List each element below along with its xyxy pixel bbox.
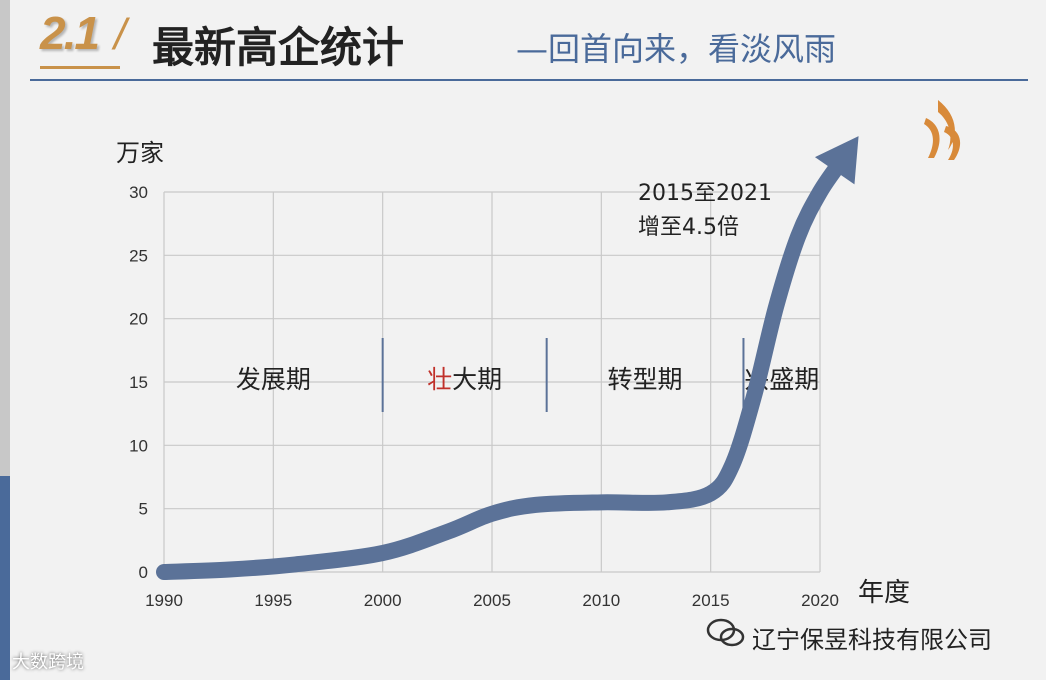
title-divider xyxy=(30,79,1028,81)
y-unit-label: 万家 xyxy=(116,139,164,167)
page-subtitle: —回首向来，看淡风雨 xyxy=(516,30,837,68)
phase-label: 发展期 xyxy=(236,365,311,394)
phase-dividers xyxy=(381,338,745,412)
x-tick-label: 2020 xyxy=(801,591,839,610)
section-slash-icon: / xyxy=(114,10,127,59)
series-arrowhead xyxy=(814,136,859,185)
y-tick-label: 10 xyxy=(129,436,148,455)
phase-label: 转型期 xyxy=(608,365,683,394)
torch-logo-icon xyxy=(924,100,961,160)
source-watermark: 大数跨境 xyxy=(12,652,84,673)
x-tick-label: 2015 xyxy=(692,591,730,610)
left-accent-bar xyxy=(0,0,10,680)
annotation-line-1: 2015至2021 xyxy=(638,181,772,206)
y-tick-label: 20 xyxy=(129,310,148,329)
x-tick-label: 1995 xyxy=(254,591,292,610)
x-tick-label: 2005 xyxy=(473,591,511,610)
y-tick-label: 5 xyxy=(139,500,148,519)
x-tick-label: 2010 xyxy=(582,591,620,610)
y-tick-label: 0 xyxy=(139,563,148,582)
series-line xyxy=(156,152,850,580)
phase-label: 壮大期 xyxy=(427,365,502,394)
phase-labels: 发展期 壮大期 转型期 兴盛期 xyxy=(236,365,819,394)
annotation-line-2: 增至4.5倍 xyxy=(638,215,739,240)
section-underline xyxy=(40,66,120,69)
x-tick-label: 2000 xyxy=(364,591,402,610)
chart-grid xyxy=(163,191,821,573)
y-tick-label: 30 xyxy=(129,183,148,202)
company-watermark: 辽宁保昱科技有限公司 xyxy=(752,626,992,654)
y-tick-label: 25 xyxy=(129,246,148,265)
axis-ticks: 0 5 10 15 20 25 30 1990 1995 2000 2005 2010 2015 2020 xyxy=(129,183,839,610)
page-title: 最新高企统计 xyxy=(152,23,405,72)
x-tick-label: 1990 xyxy=(145,591,183,610)
x-axis-label: 年度 xyxy=(858,578,910,608)
section-number: 2.1 xyxy=(40,7,100,59)
wechat-icon xyxy=(706,618,745,647)
y-tick-label: 15 xyxy=(129,373,148,392)
